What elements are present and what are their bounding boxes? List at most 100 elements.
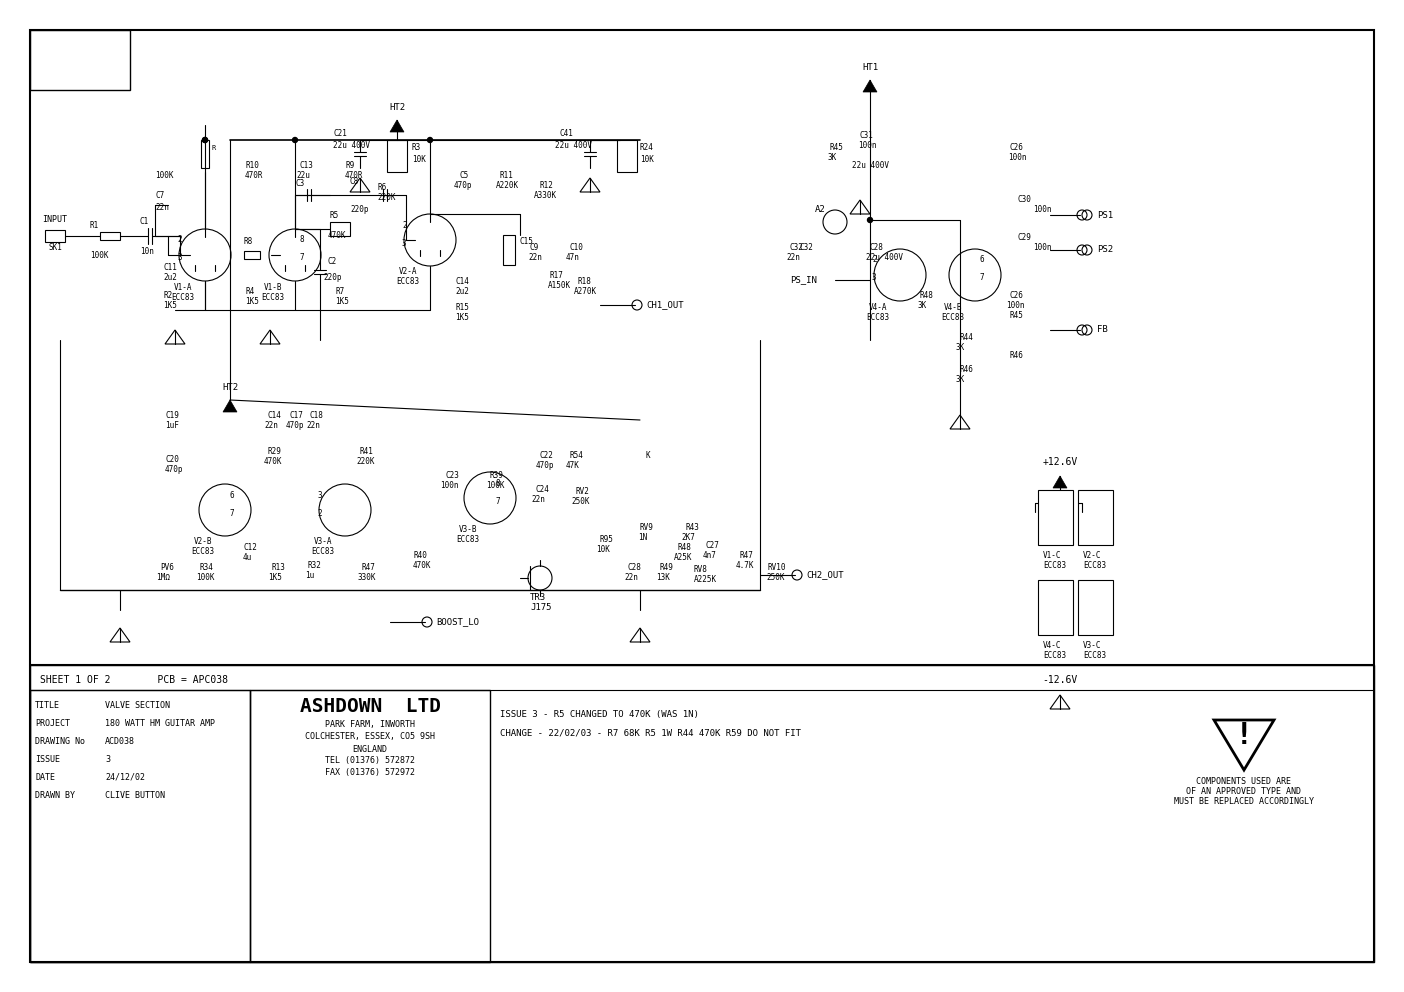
Text: 470p: 470p xyxy=(286,421,305,430)
Text: C2: C2 xyxy=(327,258,336,267)
Text: CLIVE BUTTON: CLIVE BUTTON xyxy=(105,791,166,800)
Circle shape xyxy=(427,138,432,143)
Text: C5: C5 xyxy=(461,171,469,180)
Text: BOOST_LO: BOOST_LO xyxy=(437,617,479,627)
Text: FB: FB xyxy=(1097,325,1108,334)
Text: C14: C14 xyxy=(455,278,469,287)
Text: R3: R3 xyxy=(411,144,421,153)
Text: 100n: 100n xyxy=(1033,205,1052,214)
Text: C22: C22 xyxy=(541,450,553,459)
Text: ECC83: ECC83 xyxy=(942,312,965,321)
Text: V4-A: V4-A xyxy=(869,303,887,311)
Text: C7: C7 xyxy=(154,191,164,200)
Text: 470p: 470p xyxy=(166,465,184,474)
Text: 2: 2 xyxy=(402,220,407,229)
Text: 1uF: 1uF xyxy=(166,421,178,430)
Text: C9: C9 xyxy=(529,243,539,253)
Text: 1K5: 1K5 xyxy=(163,301,177,310)
Text: 220K: 220K xyxy=(378,193,396,202)
Text: R40: R40 xyxy=(413,551,427,559)
Text: 2K7: 2K7 xyxy=(681,534,695,543)
Text: 100K: 100K xyxy=(90,251,108,260)
Bar xyxy=(201,140,209,168)
Text: 2: 2 xyxy=(317,509,322,518)
Text: A220K: A220K xyxy=(496,181,519,189)
Text: R44: R44 xyxy=(960,333,974,342)
Text: 7: 7 xyxy=(980,274,984,283)
Text: R13: R13 xyxy=(272,563,286,572)
Text: VALVE SECTION: VALVE SECTION xyxy=(105,700,170,709)
Text: R10: R10 xyxy=(246,161,258,170)
Text: PS_IN: PS_IN xyxy=(790,276,817,285)
Circle shape xyxy=(868,217,872,222)
Text: 24/12/02: 24/12/02 xyxy=(105,773,145,782)
Text: R46: R46 xyxy=(1009,350,1024,359)
Text: CHANGE - 22/02/03 - R7 68K R5 1W R44 470K R59 DO NOT FIT: CHANGE - 22/02/03 - R7 68K R5 1W R44 470… xyxy=(500,728,802,737)
Text: V1-B: V1-B xyxy=(264,283,282,292)
Text: C31: C31 xyxy=(861,131,873,140)
Text: 4u: 4u xyxy=(243,554,253,562)
Text: A270K: A270K xyxy=(574,288,597,297)
Text: V3-B: V3-B xyxy=(459,526,477,535)
Text: TR3: TR3 xyxy=(529,593,546,602)
Text: -12.6V: -12.6V xyxy=(1042,675,1078,685)
Text: 3K: 3K xyxy=(918,301,927,310)
Text: R29: R29 xyxy=(268,447,282,456)
Text: 470K: 470K xyxy=(329,231,347,240)
Text: R5: R5 xyxy=(330,210,340,219)
Text: C10: C10 xyxy=(570,243,584,253)
Text: HT2: HT2 xyxy=(389,103,406,112)
Text: ECC83: ECC83 xyxy=(1082,651,1106,660)
Text: A25K: A25K xyxy=(674,554,692,562)
Text: RV10: RV10 xyxy=(768,563,786,572)
Text: R49: R49 xyxy=(660,563,674,572)
Text: C27: C27 xyxy=(705,541,719,550)
Text: V3-C: V3-C xyxy=(1082,641,1102,650)
Text: V2-B: V2-B xyxy=(194,538,212,547)
Text: PV6: PV6 xyxy=(160,563,174,572)
Text: 8: 8 xyxy=(300,235,305,244)
Text: 100K: 100K xyxy=(197,573,215,582)
Text: C28: C28 xyxy=(628,563,642,572)
Text: C32: C32 xyxy=(800,243,814,253)
Text: R17: R17 xyxy=(550,271,564,280)
Text: ECC83: ECC83 xyxy=(1043,651,1066,660)
Text: 1N: 1N xyxy=(637,534,647,543)
Text: 100K: 100K xyxy=(486,480,504,489)
Text: 6: 6 xyxy=(980,256,984,265)
Text: 22n: 22n xyxy=(786,254,800,263)
Text: 1K5: 1K5 xyxy=(246,298,258,307)
Text: 2: 2 xyxy=(872,256,876,265)
Text: R9: R9 xyxy=(345,161,354,170)
Text: !: ! xyxy=(1234,720,1254,750)
Text: 22n: 22n xyxy=(264,421,278,430)
Bar xyxy=(250,690,490,962)
Text: ECC83: ECC83 xyxy=(456,536,480,545)
Circle shape xyxy=(292,138,298,143)
Text: DRAWING No: DRAWING No xyxy=(35,736,86,746)
Text: C23: C23 xyxy=(446,470,461,479)
Text: RV9: RV9 xyxy=(640,524,654,533)
Text: 100n: 100n xyxy=(1008,154,1026,163)
Text: R95: R95 xyxy=(600,536,614,545)
Text: 100K: 100K xyxy=(154,171,174,180)
Polygon shape xyxy=(390,120,404,132)
Text: 2: 2 xyxy=(177,235,181,244)
Text: R7: R7 xyxy=(336,288,344,297)
Text: 3: 3 xyxy=(402,238,407,247)
Text: 7: 7 xyxy=(300,254,305,263)
Text: 220p: 220p xyxy=(350,205,368,214)
Text: RV2: RV2 xyxy=(576,487,588,497)
Circle shape xyxy=(202,138,208,143)
Text: C26: C26 xyxy=(1009,144,1024,153)
Text: MUST BE REPLACED ACCORDINGLY: MUST BE REPLACED ACCORDINGLY xyxy=(1174,798,1314,806)
Bar xyxy=(330,222,350,236)
Text: 220K: 220K xyxy=(357,457,375,466)
Text: V4-C: V4-C xyxy=(1043,641,1061,650)
Text: DATE: DATE xyxy=(35,773,55,782)
Text: R11: R11 xyxy=(500,171,514,180)
Bar xyxy=(100,232,119,240)
Text: C32: C32 xyxy=(790,243,804,253)
Text: 7: 7 xyxy=(230,509,234,518)
Text: 100n: 100n xyxy=(1033,243,1052,253)
